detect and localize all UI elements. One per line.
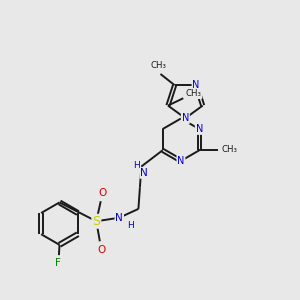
Text: H: H — [127, 221, 134, 230]
Text: N: N — [116, 213, 123, 223]
Text: N: N — [182, 113, 189, 123]
Text: N: N — [140, 168, 148, 178]
Text: CH₃: CH₃ — [186, 89, 202, 98]
Text: O: O — [97, 244, 105, 254]
Text: F: F — [56, 258, 61, 268]
Text: CH₃: CH₃ — [222, 145, 238, 154]
Text: H: H — [134, 160, 140, 169]
Text: S: S — [92, 215, 100, 228]
Text: N: N — [192, 80, 200, 90]
Text: N: N — [177, 156, 184, 166]
Text: O: O — [98, 188, 106, 198]
Text: N: N — [196, 124, 203, 134]
Text: CH₃: CH₃ — [151, 61, 167, 70]
